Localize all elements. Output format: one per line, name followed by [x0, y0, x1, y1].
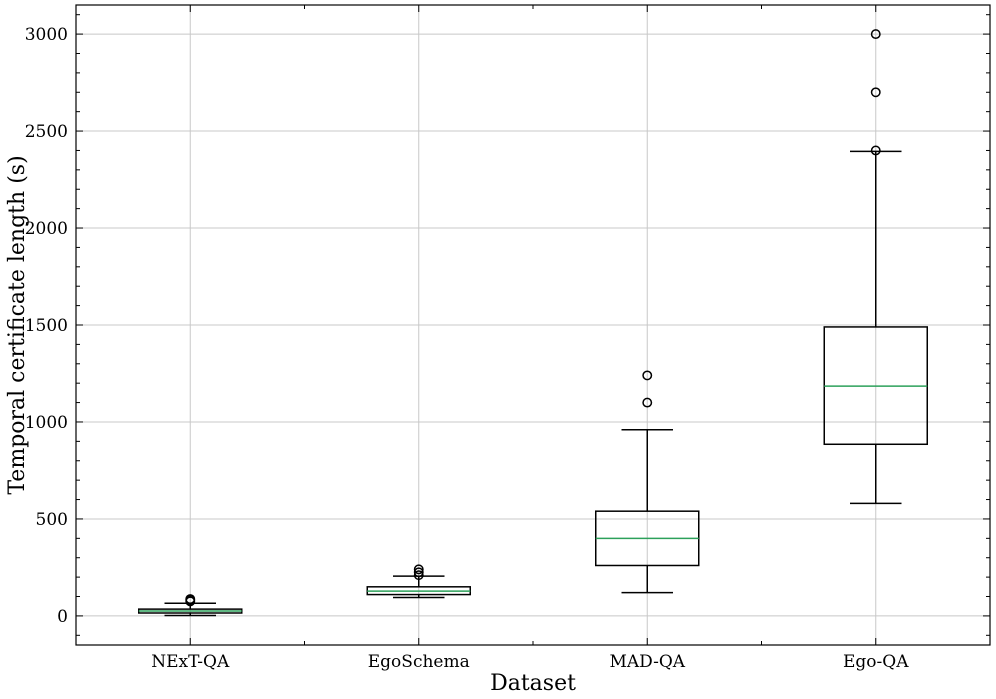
- y-tick-label: 1000: [25, 413, 68, 433]
- outlier-point: [413, 570, 424, 581]
- outlier-point: [870, 87, 881, 98]
- box-group-mad-qa: [595, 370, 700, 594]
- outlier-point: [870, 145, 881, 156]
- x-tick-label: MAD-QA: [609, 652, 685, 672]
- outlier-point: [870, 29, 881, 40]
- ticks: 0 500 1000 1500 2000 2500 3000 NExT-QA EgoSchema…: [25, 5, 990, 672]
- grid: [76, 5, 990, 645]
- x-tick-label: Ego-QA: [843, 652, 909, 672]
- box-group-egoschema: [366, 564, 471, 599]
- box-group-ego-qa: [823, 29, 928, 505]
- outlier-point: [642, 397, 653, 408]
- outlier-point: [642, 370, 653, 381]
- x-tick-label: NExT-QA: [151, 652, 230, 672]
- plot-frame: [75, 4, 991, 646]
- y-tick-label: 0: [57, 607, 68, 627]
- y-tick-label: 1500: [25, 316, 68, 336]
- y-tick-label: 2500: [25, 122, 68, 142]
- y-axis-label: Temporal certificate length (s): [5, 155, 30, 494]
- x-axis-label: Dataset: [490, 671, 576, 696]
- y-tick-label: 500: [36, 510, 68, 530]
- boxes: [138, 29, 928, 617]
- y-tick-label: 3000: [25, 25, 68, 45]
- outlier-point: [413, 567, 424, 578]
- outlier-point: [413, 564, 424, 575]
- y-tick-label: 2000: [25, 219, 68, 239]
- x-tick-label: EgoSchema: [368, 652, 470, 672]
- outlier-point: [185, 594, 196, 604]
- box-group-next-qa: [138, 594, 243, 617]
